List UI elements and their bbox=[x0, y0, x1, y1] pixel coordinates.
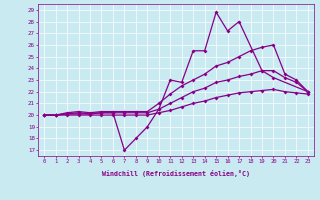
X-axis label: Windchill (Refroidissement éolien,°C): Windchill (Refroidissement éolien,°C) bbox=[102, 170, 250, 177]
